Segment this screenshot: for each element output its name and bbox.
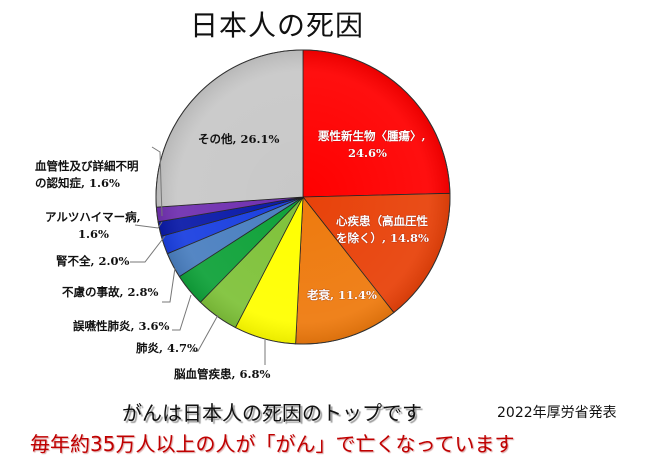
- label-alzheimer: アルツハイマー病, 1.6%: [45, 209, 141, 243]
- leader-lines: [130, 146, 266, 365]
- label-other: その他, 26.1%: [198, 132, 280, 146]
- label-dementia-value: の認知症, 1.6%: [35, 176, 120, 190]
- label-senility: 老衰, 11.4%: [307, 288, 377, 302]
- label-cancer: 悪性新生物〈腫瘍〉, 24.6%: [318, 128, 426, 162]
- source-note: 2022年厚労省発表: [497, 405, 617, 421]
- label-heart-value: を除く）, 14.8%: [336, 231, 429, 245]
- label-alzheimer-value: 1.6%: [78, 227, 109, 241]
- label-cerebro: 脳血管疾患, 6.8%: [174, 367, 271, 381]
- message: 毎年約35万人以上の人が「がん」で亡くなっています: [30, 432, 515, 456]
- label-dementia: 血管性及び詳細不明 の認知症, 1.6%: [35, 158, 139, 192]
- label-heart: 心疾患（高血圧性 を除く）, 14.8%: [336, 213, 429, 247]
- label-dementia-name: 血管性及び詳細不明: [35, 159, 139, 173]
- tagline: がんは日本人の死因のトップです: [122, 401, 422, 425]
- label-alzheimer-name: アルツハイマー病,: [45, 210, 141, 224]
- label-pneumonia: 肺炎, 4.7%: [136, 341, 198, 355]
- label-aspiration: 誤嚥性肺炎, 3.6%: [73, 319, 170, 333]
- label-heart-name: 心疾患（高血圧性: [336, 214, 428, 228]
- label-renal: 腎不全, 2.0%: [56, 254, 130, 268]
- chart-title: 日本人の死因: [190, 9, 365, 42]
- label-cancer-name: 悪性新生物〈腫瘍〉,: [318, 129, 426, 143]
- label-accident: 不慮の事故, 2.8%: [62, 285, 159, 299]
- label-cancer-value: 24.6%: [348, 146, 387, 160]
